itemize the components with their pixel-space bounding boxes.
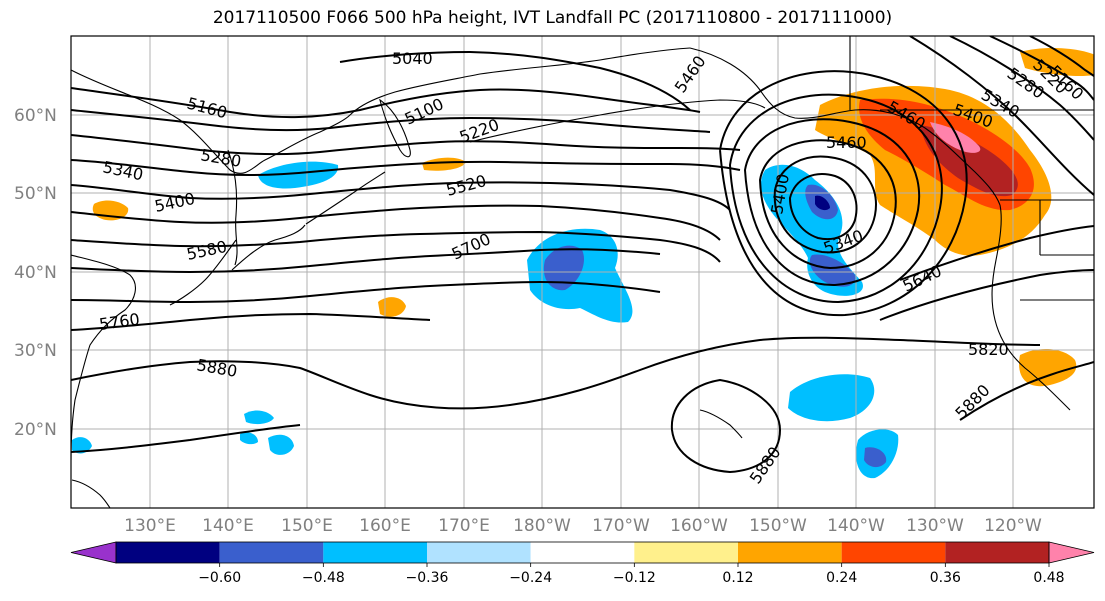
colorbar-tick-label: 0.12: [722, 570, 753, 586]
coast-alaska: [689, 47, 1001, 206]
ivt-orange-baja: [1019, 348, 1077, 387]
lon-label: 170°E: [438, 516, 490, 536]
colorbar-tick-label: −0.36: [406, 570, 449, 586]
us-borders: [849, 36, 1094, 301]
coast-sakhalin: [227, 149, 238, 266]
colorbar-tick-label: 0.48: [1033, 570, 1064, 586]
lat-label: 20°N: [14, 420, 57, 440]
colorbar-outline: [115, 541, 1050, 564]
lat-label: 30°N: [14, 341, 57, 361]
lon-label: 140°W: [827, 516, 885, 536]
lon-label: 130°W: [906, 516, 964, 536]
ivt-cyan-wp3: [240, 432, 258, 445]
colorbar-segment: [116, 542, 220, 563]
lat-label: 40°N: [14, 263, 57, 283]
colorbar-extend-low: [70, 541, 117, 564]
coast-hawaii: [699, 409, 743, 439]
lon-label: 120°W: [984, 516, 1042, 536]
ivt-negative-fill: [72, 161, 899, 479]
colorbar-extend-high: [1048, 541, 1095, 564]
colorbar-tick-label: −0.24: [509, 570, 552, 586]
colorbar-tick-label: −0.60: [198, 570, 241, 586]
colorbar-segment: [219, 542, 324, 563]
ivt-blue-low-south: [809, 254, 856, 287]
lon-label: 180°W: [513, 516, 571, 536]
colorbar-segment: [945, 542, 1049, 563]
colorbar-segment: [841, 542, 946, 563]
ivt-orange-ne: [1020, 48, 1094, 77]
ivt-cyan-wp1: [244, 410, 274, 425]
ivt-cyan-north: [258, 161, 339, 189]
height-contours: [71, 36, 1094, 474]
colorbar-segment: [530, 542, 635, 563]
colorbar-segment: [634, 542, 738, 563]
ivt-blue-hawaii-east: [864, 447, 887, 468]
lon-label: 130°E: [124, 516, 176, 536]
map-area: 5040 5160 5100 5220 5280 5340 5400 5520 …: [71, 36, 1094, 508]
contour-label: 5820: [968, 340, 1009, 359]
ivt-cyan-south: [788, 374, 875, 422]
contour-label: 5040: [392, 49, 433, 68]
lon-label: 160°W: [670, 516, 728, 536]
coast-aleutians: [469, 99, 766, 143]
colorbar-segment: [427, 542, 531, 563]
colorbar-tick-label: −0.12: [613, 570, 656, 586]
colorbar: −0.60 −0.48 −0.36 −0.24 −0.12 0.12 0.24 0.36 0.4…: [70, 541, 1095, 586]
longitude-labels: 130°E 140°E 150°E 160°E 170°E 180°W 170°…: [124, 516, 1042, 536]
ivt-orange-kuril: [422, 157, 466, 171]
colorbar-tick-label: 0.36: [930, 570, 961, 586]
coast-korea-china: [71, 254, 136, 461]
colorbar-tick-label: 0.24: [826, 570, 857, 586]
coast-japan: [169, 224, 306, 306]
map-title: 2017110500 F066 500 hPa height, IVT Land…: [212, 8, 893, 28]
ivt-blue-central: [543, 245, 585, 291]
latitude-labels: 60°N 50°N 40°N 30°N 20°N: [14, 106, 57, 440]
contour-label: 5460: [826, 133, 867, 152]
ivt-pink-core: [930, 122, 981, 153]
graticule: [71, 36, 1094, 508]
map-frame: [70, 35, 1095, 509]
lat-label: 50°N: [14, 184, 57, 204]
lon-label: 150°W: [749, 516, 807, 536]
lon-label: 160°E: [359, 516, 411, 536]
lat-label: 60°N: [14, 106, 57, 126]
ivt-cyan-wp2: [268, 434, 294, 455]
coast-philippines: [71, 479, 111, 508]
coast-siberia: [71, 47, 691, 174]
coastlines: [71, 36, 1094, 508]
lon-label: 150°E: [281, 516, 333, 536]
lon-label: 170°W: [592, 516, 650, 536]
ivt-navy-low: [815, 195, 830, 211]
colorbar-segment: [738, 542, 842, 563]
lon-label: 140°E: [202, 516, 254, 536]
ivt-cyan-wp4: [72, 437, 92, 454]
colorbar-segment: [323, 542, 427, 563]
colorbar-tick-label: −0.48: [302, 570, 345, 586]
ivt-positive-fill: [92, 48, 1094, 387]
